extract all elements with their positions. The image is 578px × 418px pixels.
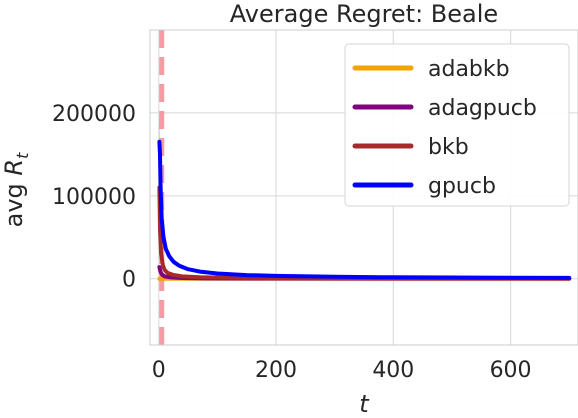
series-line-bkb xyxy=(157,185,572,281)
legend-label: bkb xyxy=(428,135,469,160)
plot-frame xyxy=(149,29,578,346)
legend-label: adabkb xyxy=(428,57,510,82)
y-tick-label: 100000 xyxy=(52,185,136,210)
legend: adabkb adagpucb bkb gpucb xyxy=(344,43,570,207)
legend-label: gpucb xyxy=(428,174,496,199)
x-axis-label: t xyxy=(359,390,370,418)
y-tick-label: 0 xyxy=(122,268,136,293)
series-line-gpucb xyxy=(157,139,572,280)
y-tick-label: 200000 xyxy=(52,102,136,127)
x-tick-label: 0 xyxy=(152,358,166,383)
legend-box xyxy=(344,43,570,207)
series-lines xyxy=(157,139,572,281)
x-tick-labels: 0 200 400 600 xyxy=(152,358,532,383)
legend-label: adagpucb xyxy=(428,96,537,121)
y-axis-label: avg Rt xyxy=(0,152,32,227)
x-tick-label: 600 xyxy=(490,358,532,383)
chart-title: Average Regret: Beale xyxy=(230,0,498,28)
y-tick-labels: 0 100000 200000 xyxy=(52,102,136,293)
x-tick-label: 400 xyxy=(372,358,414,383)
x-tick-label: 200 xyxy=(255,358,297,383)
